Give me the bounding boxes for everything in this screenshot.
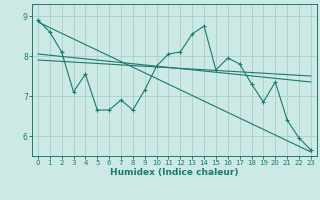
X-axis label: Humidex (Indice chaleur): Humidex (Indice chaleur) xyxy=(110,168,239,177)
